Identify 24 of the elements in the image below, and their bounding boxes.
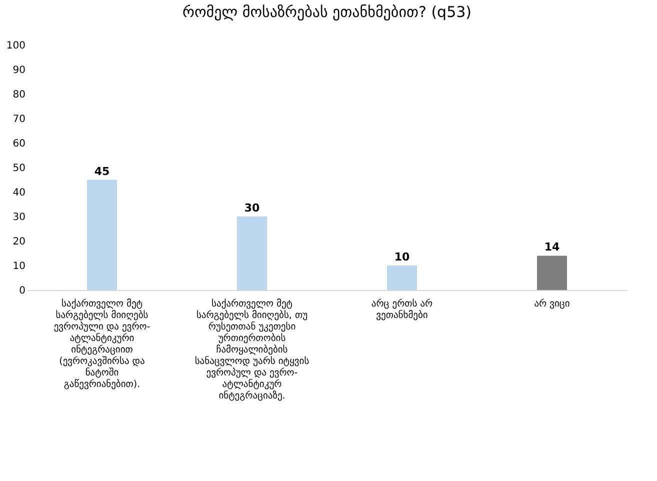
y-tick-label: 80 [12, 90, 26, 100]
y-tick-label: 60 [12, 138, 26, 150]
x-tick-label: არც ერთს არ ვეთანხმები [371, 298, 434, 321]
bar [237, 216, 267, 290]
x-tick-label: საქართველო მეტ სარგებელს მიიღებს ევროპული და ევრო-ატლანტიკური ინტეგრაციით (ევროკავშირსა და ნატოში გაწევრიანებით). [54, 298, 150, 390]
y-tick-label: 100 [6, 40, 26, 52]
bar [387, 266, 417, 290]
data-label: 30 [244, 202, 260, 214]
y-tick-label: 20 [12, 236, 26, 248]
bar [537, 256, 567, 290]
y-tick-label: 50 [12, 163, 26, 174]
chart-title: რომელ მოსაზრებას ეთანხმებით? (q53) [182, 3, 472, 21]
y-tick-label: 30 [12, 212, 26, 223]
bar [87, 180, 117, 290]
category-label: საქართველო მეტ სარგებელს მიიღებს, თუ რუსეთთან უკეთესი ურთიერთობის ჩამოყალიბების სანაცვლოდ უარს იტყვის ევროპულ და ევრო-ატლანტიკურ ინტეგრაციაზე. [194, 298, 310, 402]
y-tick-label: 90 [12, 65, 26, 76]
data-label: 10 [394, 250, 410, 264]
data-label: 45 [94, 164, 110, 178]
y-tick-label: 70 [12, 114, 26, 125]
y-tick-label: 40 [12, 188, 26, 198]
y-tick-label: 0 [19, 286, 26, 296]
x-tick-label: არ ვიცი [534, 298, 570, 310]
y-tick-label: 10 [12, 261, 26, 272]
data-label: 14 [544, 240, 560, 254]
